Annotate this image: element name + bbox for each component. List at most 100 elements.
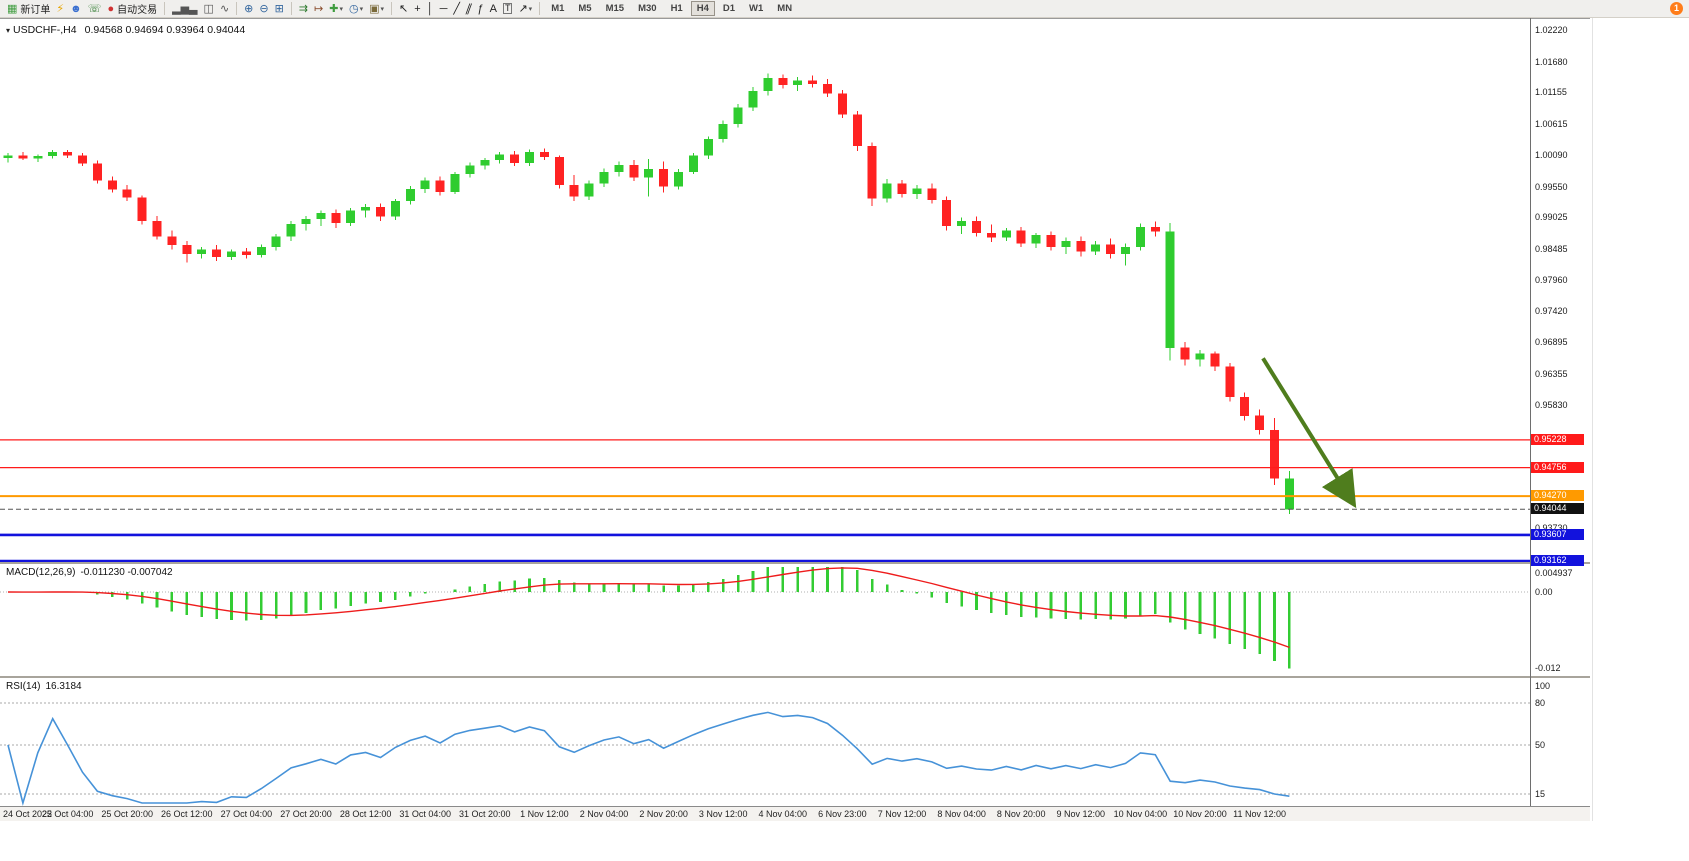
timeframe-w1[interactable]: W1 [749,3,764,14]
price-axis-label: 0.96895 [1535,337,1568,348]
autotrading-button[interactable]: ● 自动交易 [104,1,160,17]
autotrading-button-label: 自动交易 [117,5,158,16]
horizontal-lines[interactable] [0,439,1530,563]
arrows-tool-icon[interactable]: ↗ ▾ [515,1,535,17]
time-axis-label: 25 Oct 20:00 [101,809,153,819]
crosshair-icon[interactable]: + [411,1,423,17]
price-tag: 0.95228 [1531,433,1584,445]
zoom-out-icon[interactable]: ⊖ [256,1,271,17]
price-tag: 0.94270 [1531,490,1584,502]
price-axis-label: 0.95830 [1535,399,1568,410]
text-icon-glyph: A [489,2,497,15]
label-icon[interactable]: T [500,1,516,17]
time-axis-label: 27 Oct 04:00 [220,809,273,819]
cursor-icon-glyph: ↖ [399,2,409,15]
dropdown-caret-icon[interactable]: ▾ [380,5,385,13]
contacts-icon-glyph: ☻ [70,2,82,15]
rsi-line [7,711,1290,806]
price-axis[interactable]: 1.02220 1.01680 1.01155 1.00615 1.00090 0.995… [1531,0,1591,821]
vertical-line-icon[interactable]: │ [424,1,437,17]
periods-icon[interactable]: ◷ ▾ [346,1,366,17]
time-axis-label: 3 Nov 12:00 [698,809,748,819]
toolbar-separator [290,2,292,15]
time-axis-label: 10 Nov 04:00 [1113,809,1168,819]
time-axis-label: 8 Nov 20:00 [996,809,1046,819]
time-axis-label: 2 Nov 04:00 [579,809,629,819]
time-axis-label: 31 Oct 20:00 [459,809,511,819]
price-axis-label: 1.00090 [1535,149,1568,160]
bar-chart-icon[interactable]: ▂▅▃ [169,1,200,17]
horizontal-line-icon-glyph: ─ [439,2,448,15]
new-order-button[interactable]: ▦ 新订单 [4,1,53,17]
grid-icon-glyph: ⊞ [274,2,284,15]
timeframe-h4[interactable]: H4 [690,1,715,16]
grid-icon[interactable]: ⊞ [272,1,287,17]
rsi-label: RSI(14) [6,681,41,692]
price-axis-label: 0.97960 [1535,274,1568,285]
templates-icon[interactable]: ▣ ▾ [366,1,387,17]
fibonacci-icon-glyph: ƒ [477,2,484,15]
indicators-icon[interactable]: ✚ ▾ [326,1,346,17]
timeframe-m1[interactable]: M1 [551,3,565,14]
time-axis-label: 4 Nov 04:00 [758,809,808,819]
crosshair-icon-glyph: + [414,2,421,15]
chart-plot[interactable] [0,0,1530,821]
dropdown-caret-icon[interactable]: ▾ [339,5,343,13]
time-axis-label: 31 Oct 04:00 [399,809,451,819]
price-axis-label: 0.99550 [1535,181,1568,192]
contacts-icon[interactable]: ☻ [67,1,85,17]
rsi-indicator-title: RSI(14) 16.3184 [6,681,87,692]
price-tag: 0.93607 [1531,528,1584,540]
lightning-icon[interactable]: ⚡ [53,1,67,17]
time-axis-label: 26 Oct 12:00 [161,809,213,819]
line-chart-icon-glyph: ∿ [219,2,230,15]
trend-arrow[interactable] [1261,357,1357,509]
text-icon[interactable]: A [487,1,500,17]
macd-signal-line [7,567,1290,649]
chart-window [0,18,1590,821]
rsi-scale-label: 15 [1535,789,1546,799]
zoom-in-icon[interactable]: ⊕ [241,1,256,17]
dropdown-caret-icon[interactable]: ▾ [528,5,533,13]
fibonacci-icon[interactable]: ƒ [474,1,486,17]
horizontal-line-icon[interactable]: ─ [437,1,451,17]
time-axis[interactable]: 24 Oct 2022 25 Oct 04:00 25 Oct 20:00 26 Oc… [0,806,1590,821]
timeframe-mn[interactable]: MN [777,3,793,14]
price-tag: 0.94756 [1531,461,1584,473]
macd-label: MACD(12,26,9) [6,567,76,578]
timeframe-d1[interactable]: D1 [722,3,736,14]
new-order-button-label: 新订单 [20,5,51,16]
panel-divider-rsi[interactable] [0,676,1590,678]
time-axis-label: 1 Nov 12:00 [520,809,569,819]
one-click-trading-toggle[interactable]: ▾ [6,26,11,35]
rsi-scale-label: 80 [1535,698,1546,708]
rsi-scale-label: 100 [1535,681,1551,691]
headset-icon[interactable]: ☏ [85,1,105,17]
rsi-levels [0,702,1530,795]
toolbar: ▦ 新订单 ⚡ ☻ ☏ ● 自动交易 ▂▅▃ ◫ ∿ ⊕ ⊖ ⊞ ⇉ ↦ ✚ ▾ ◷ ▾ ▣ ▾ ↖ + │ ─ ╱ ∥ ƒ A T ↗ ▾ M… [0,0,1689,18]
cursor-icon[interactable]: ↖ [396,1,411,17]
macd-indicator-title: MACD(12,26,9) -0.011230 -0.007042 [6,567,178,578]
candlestick-chart-icon-glyph: ◫ [203,2,214,15]
time-axis-label: 24 Oct 2022 [3,809,53,819]
vertical-line-icon-glyph: │ [426,2,434,15]
chart-shift-icon[interactable]: ↦ [311,1,326,17]
auto-scroll-icon[interactable]: ⇉ [296,1,311,17]
line-chart-icon[interactable]: ∿ [217,1,232,17]
price-tag: 0.93162 [1531,555,1584,566]
candlestick-chart-icon[interactable]: ◫ [201,1,217,17]
trendline-icon[interactable]: ╱ [450,1,463,17]
timeframe-h1[interactable]: H1 [670,3,683,14]
time-axis-label: 2 Nov 20:00 [639,809,688,819]
macd-values: -0.011230 -0.007042 [80,567,173,578]
panel-divider-macd[interactable] [0,562,1590,564]
timeframe-m5[interactable]: M5 [578,3,592,14]
rsi-value: 16.3184 [45,681,82,692]
timeframe-m15[interactable]: M15 [605,3,625,14]
price-axis-label: 0.98485 [1535,243,1568,254]
timeframe-m30[interactable]: M30 [638,3,657,14]
notification-badge[interactable]: 1 [1670,2,1683,15]
toolbar-separator [391,2,393,15]
dropdown-caret-icon[interactable]: ▾ [359,5,364,13]
